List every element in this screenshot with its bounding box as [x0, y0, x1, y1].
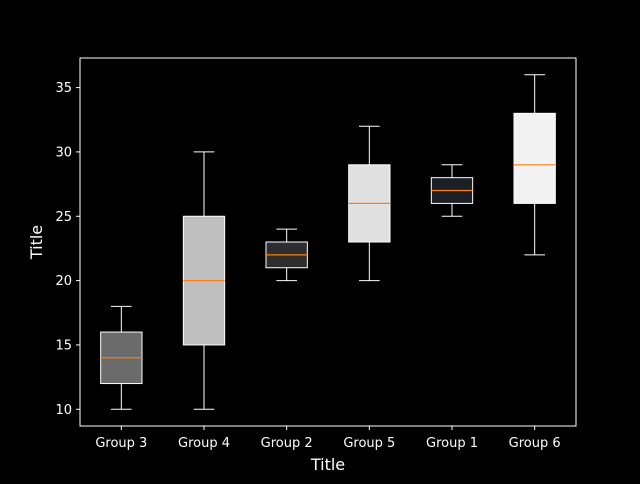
box-group — [265, 228, 308, 282]
x-tick-label: Group 3 — [95, 436, 147, 451]
y-tick-label: 10 — [55, 403, 72, 418]
y-axis-label: Title — [27, 225, 46, 260]
x-tick-label: Group 2 — [261, 436, 313, 451]
box — [513, 112, 556, 204]
y-tick-label: 35 — [55, 81, 72, 96]
box-group — [100, 305, 143, 410]
y-tick-label: 20 — [55, 274, 72, 289]
x-axis: Group 3 Group 4 Group 2 Group 5 Group 1 Group… — [95, 426, 561, 451]
x-tick-label: Group 4 — [178, 436, 230, 451]
y-axis: 10 15 20 25 30 35 — [55, 81, 80, 418]
y-tick-label: 15 — [55, 338, 72, 353]
box-group — [348, 125, 391, 282]
x-tick-label: Group 1 — [426, 436, 478, 451]
y-tick-label: 25 — [55, 210, 72, 225]
y-tick-label: 30 — [55, 145, 72, 160]
x-tick-label: Group 5 — [343, 436, 395, 451]
plot-area — [79, 57, 577, 427]
x-axis-label: Title — [310, 455, 345, 474]
box-group — [513, 74, 556, 256]
box-group — [182, 151, 226, 410]
box-group — [430, 164, 474, 217]
plot-frame — [79, 57, 577, 427]
x-tick-label: Group 6 — [509, 436, 561, 451]
